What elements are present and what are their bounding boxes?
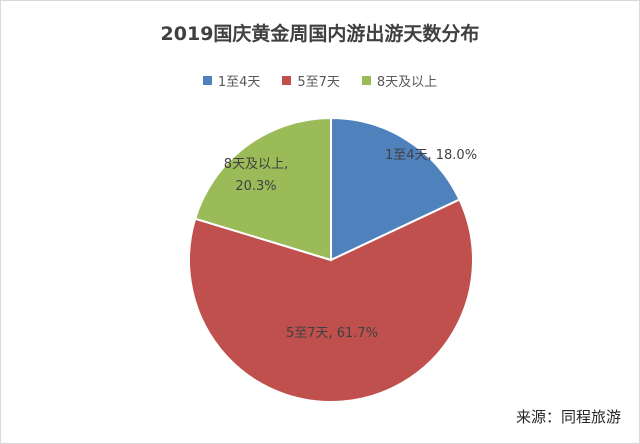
legend-swatch — [202, 76, 212, 85]
legend-item: 5至7天 — [282, 71, 340, 90]
data-label: 1至4天, 18.0% — [385, 148, 477, 163]
pie-slice — [188, 198, 474, 403]
pie-slice — [330, 116, 461, 262]
legend-label: 1至4天 — [217, 75, 261, 90]
legend-label: 8天及以上 — [376, 75, 438, 90]
chart-title: 2019国庆黄金周国内游出游天数分布 — [160, 23, 480, 45]
legend-swatch — [282, 76, 292, 85]
legend-item: 1至4天 — [202, 71, 261, 90]
legend-label: 5至7天 — [297, 75, 340, 90]
legend-swatch — [361, 76, 371, 85]
source-note: 来源：同程旅游 — [515, 408, 621, 426]
data-label: 5至7天, 61.7% — [286, 326, 378, 341]
legend-item: 8天及以上 — [361, 71, 438, 90]
data-label: 8天及以上, 20.3% — [224, 157, 288, 194]
chart-legend: 1至4天 5至7天 8天及以上 — [1, 71, 639, 90]
pie-slice — [193, 116, 332, 262]
